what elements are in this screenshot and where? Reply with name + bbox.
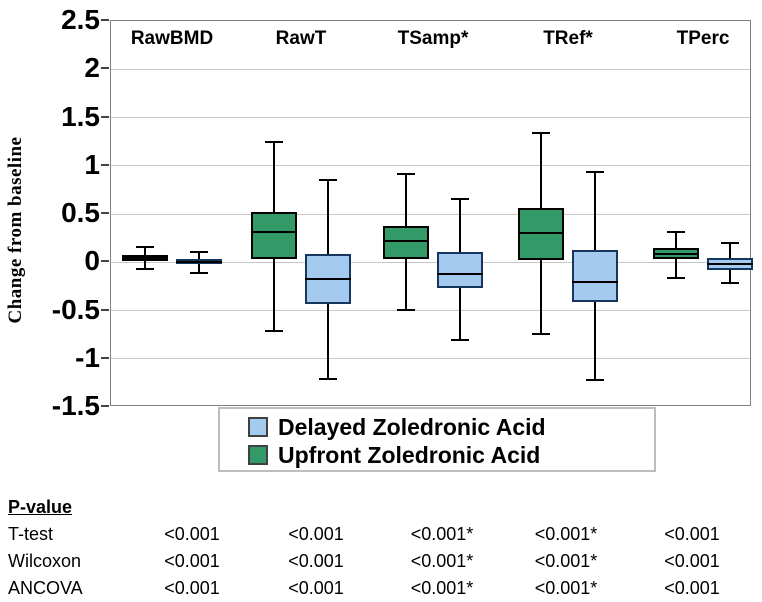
y-tick-label: 0.5 — [61, 197, 100, 228]
whisker-cap-top-delayed-rawt — [319, 179, 337, 182]
whisker-cap-top-upfront-tref — [532, 131, 550, 134]
y-tick-label: 1 — [84, 148, 100, 180]
whisker-cap-bottom-upfront-rawbmd — [136, 267, 154, 270]
p-value-cell: <0.001* — [534, 578, 598, 598]
legend-label-delayed: Delayed Zoledronic Acid — [278, 413, 546, 440]
whisker-cap-top-upfront-tsamp — [397, 173, 415, 176]
median-upfront-tperc — [653, 253, 699, 256]
gridline — [111, 213, 750, 215]
median-delayed-tperc — [707, 263, 753, 266]
p-value-cell: <0.001* — [410, 578, 474, 598]
gridline — [111, 261, 750, 263]
whisker-cap-bottom-delayed-tref — [586, 378, 604, 381]
gridline — [111, 68, 750, 70]
gridline — [111, 310, 750, 311]
gridline — [111, 358, 750, 360]
y-tick-mark — [101, 67, 109, 70]
y-tick-label: -1.5 — [51, 390, 100, 421]
y-tick-label: 0 — [84, 245, 100, 277]
box-delayed-tref — [572, 249, 618, 302]
box-delayed-tsamp — [437, 251, 483, 289]
p-value-cell: <0.001* — [410, 524, 474, 544]
p-value-cell: <0.001 — [664, 551, 720, 571]
box-upfront-rawt — [251, 212, 297, 260]
y-tick-label: 2.5 — [61, 4, 100, 35]
y-tick-mark — [101, 212, 109, 214]
p-value-row-label-ancova: ANCOVA — [8, 578, 83, 598]
y-tick-mark — [101, 405, 109, 407]
median-upfront-rawt — [251, 231, 297, 234]
p-value-cell: <0.001 — [288, 578, 344, 598]
whisker-cap-bottom-upfront-rawt — [265, 329, 283, 332]
p-value-cell: <0.001 — [288, 551, 344, 571]
y-axis-title: Change from baseline — [5, 136, 26, 324]
y-tick-mark — [101, 356, 109, 359]
whisker-cap-bottom-upfront-tperc — [667, 276, 685, 279]
p-value-row-label-wilcoxon: Wilcoxon — [8, 551, 82, 571]
p-value-cell: <0.001 — [164, 551, 220, 571]
median-delayed-tsamp — [437, 272, 483, 275]
whisker-cap-bottom-upfront-tref — [532, 332, 550, 335]
median-delayed-tref — [572, 280, 618, 283]
legend-swatch-upfront-icon — [248, 445, 268, 465]
category-label-tref: TRef* — [543, 28, 593, 49]
whisker-cap-top-delayed-tperc — [721, 241, 739, 244]
legend-item-delayed: Delayed Zoledronic Acid — [248, 413, 654, 441]
y-tick-mark — [101, 115, 109, 118]
y-tick-label: -1 — [75, 341, 100, 373]
y-tick-mark — [101, 163, 109, 166]
p-value-cell: <0.001* — [534, 551, 598, 571]
median-delayed-rawt — [305, 277, 351, 280]
median-upfront-tsamp — [383, 239, 429, 242]
whisker-cap-bottom-delayed-rawt — [319, 377, 337, 380]
median-delayed-rawbmd — [176, 261, 222, 264]
y-tick-mark — [101, 19, 109, 21]
box-upfront-tsamp — [383, 225, 429, 260]
p-value-cell: <0.001 — [164, 578, 220, 598]
whisker-cap-top-delayed-tref — [586, 170, 604, 173]
y-tick-label: 1.5 — [61, 100, 100, 132]
p-value-row-label-ttest: T-test — [8, 524, 54, 544]
p-value-cell: <0.001 — [664, 578, 720, 598]
whisker-cap-bottom-upfront-tsamp — [397, 309, 415, 312]
whisker-cap-top-upfront-rawt — [265, 140, 283, 143]
whisker-cap-top-upfront-tperc — [667, 231, 685, 234]
whisker-cap-top-delayed-tsamp — [451, 198, 469, 201]
median-upfront-tref — [518, 232, 564, 235]
whisker-cap-bottom-delayed-tsamp — [451, 339, 469, 342]
legend-swatch-delayed-icon — [248, 417, 268, 437]
median-upfront-rawbmd — [122, 257, 168, 260]
category-label-tsamp: TSamp* — [397, 28, 469, 49]
p-value-cell: <0.001* — [534, 524, 598, 544]
y-tick-mark — [101, 260, 109, 263]
legend-label-upfront: Upfront Zoledronic Acid — [278, 441, 541, 468]
whisker-cap-top-upfront-rawbmd — [136, 245, 154, 248]
y-tick-label: 2 — [84, 52, 100, 84]
p-value-cell: <0.001 — [288, 524, 344, 544]
p-value-cell: <0.001 — [164, 524, 220, 544]
category-label-rawbmd: RawBMD — [130, 28, 214, 49]
p-value-cell: <0.001* — [410, 551, 474, 571]
whisker-cap-bottom-delayed-rawbmd — [190, 271, 208, 274]
gridline — [111, 165, 750, 167]
legend: Delayed Zoledronic Acid Upfront Zoledron… — [218, 407, 656, 472]
category-label-tperc: TPerc — [676, 28, 730, 49]
whisker-cap-top-delayed-rawbmd — [190, 250, 208, 253]
p-value-table-header: P-value — [8, 497, 73, 517]
legend-item-upfront: Upfront Zoledronic Acid — [248, 441, 654, 469]
gridline — [111, 117, 750, 118]
category-label-rawt: RawT — [275, 28, 327, 49]
y-tick-mark — [101, 308, 109, 311]
whisker-cap-bottom-delayed-tperc — [721, 282, 739, 285]
plot-area — [110, 20, 751, 406]
p-value-cell: <0.001 — [664, 524, 720, 544]
y-tick-label: -0.5 — [51, 293, 100, 325]
